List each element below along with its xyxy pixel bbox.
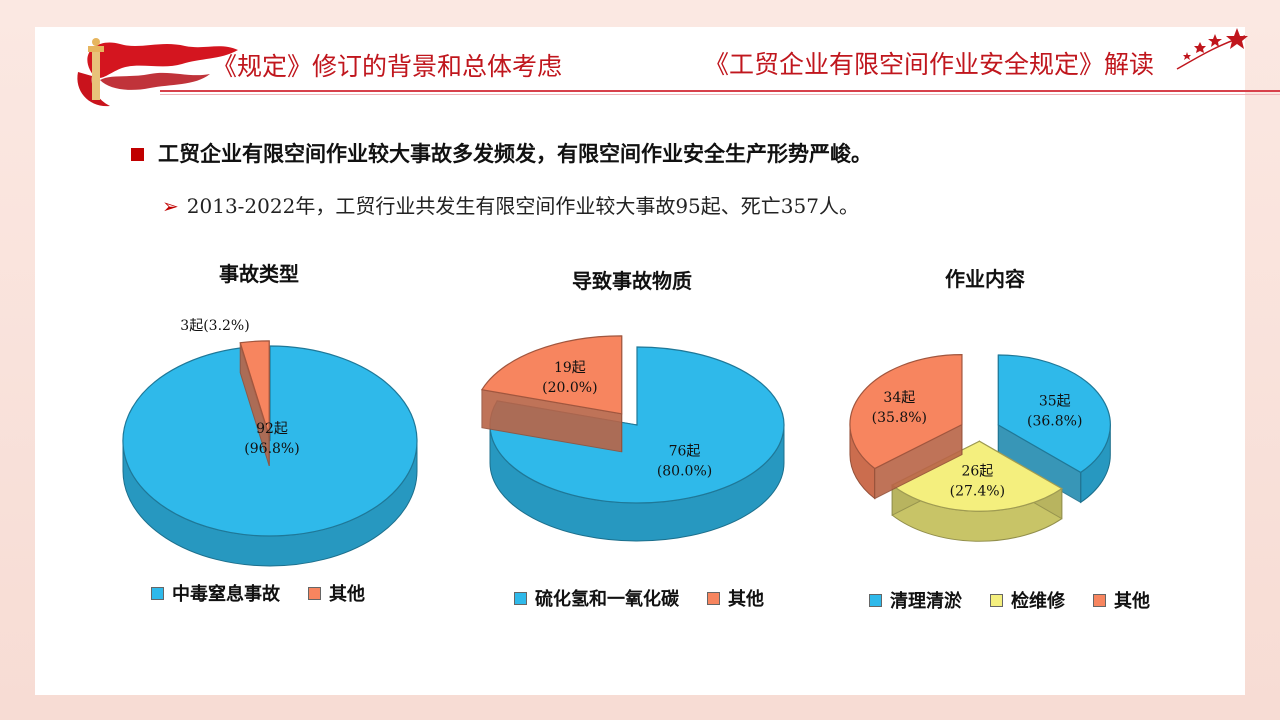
pie-slice-top	[891, 440, 1063, 512]
pie-slice-top	[239, 340, 270, 437]
legend-label: 其他	[728, 589, 764, 610]
data-label-pct: (80.0%)	[657, 464, 712, 480]
pie-slice-top	[480, 335, 623, 415]
data-label-pct: (27.4%)	[950, 484, 1005, 500]
data-label-pct: (96.8%)	[244, 441, 299, 457]
legend-3: 清理清淤 检维修 其他	[869, 587, 1178, 613]
pie-chart-1: 92起 (96.8%) 3起(3.2%)	[122, 318, 418, 567]
pie-slice	[239, 340, 270, 467]
legend-1: 中毒窒息事故 其他	[151, 580, 393, 606]
data-label-pct: (20.0%)	[542, 380, 597, 396]
arrow-bullet-icon: ➢	[162, 194, 179, 218]
legend-label: 其他	[329, 584, 365, 605]
data-label: 19起	[554, 360, 586, 376]
chart-title-1: 事故类型	[219, 262, 299, 286]
legend-item: 其他	[1093, 587, 1150, 613]
stars-decoration-icon	[1176, 28, 1248, 70]
data-label-pct: (35.8%)	[872, 410, 927, 426]
data-label: 92起	[256, 421, 288, 437]
data-label: 35起	[1039, 394, 1071, 410]
chart-title-3: 作业内容	[945, 267, 1025, 291]
sub-bullet: ➢ 2013-2022年，工贸行业共发生有限空间作业较大事故95起、死亡357人。	[162, 190, 859, 219]
data-label: 34起	[883, 390, 915, 406]
data-label: 3起(3.2%)	[180, 318, 249, 334]
header-divider-thin	[160, 94, 1280, 95]
legend-item: 其他	[707, 585, 764, 611]
legend-swatch	[308, 586, 321, 600]
legend-2: 硫化氢和一氧化碳 其他	[514, 585, 792, 611]
legend-label: 检维修	[1011, 591, 1065, 612]
pie-slice	[480, 335, 623, 453]
main-bullet-text: 工贸企业有限空间作业较大事故多发频发，有限空间作业安全生产形势严峻。	[158, 142, 872, 166]
section-title: 《规定》修订的背景和总体考虑	[212, 52, 563, 81]
data-label: 26起	[961, 464, 993, 480]
legend-item: 硫化氢和一氧化碳	[514, 585, 679, 611]
pie-slice-top	[849, 354, 963, 470]
pie-slice	[997, 354, 1111, 504]
data-label-pct: (36.8%)	[1027, 414, 1082, 430]
header-divider	[160, 90, 1280, 92]
legend-label: 中毒窒息事故	[172, 584, 280, 605]
sub-bullet-text: 2013-2022年，工贸行业共发生有限空间作业较大事故95起、死亡357人。	[186, 194, 859, 218]
legend-item: 其他	[308, 580, 365, 606]
pie-chart-2: 76起 (80.0%) 19起 (20.0%)	[480, 335, 785, 542]
pie-slice-top	[489, 346, 785, 504]
flag-emblem-icon	[77, 38, 238, 107]
pie-slice-top	[122, 345, 418, 537]
pie-chart-3: 35起 (36.8%) 26起 (27.4%) 34起 (35.8%)	[849, 354, 1111, 542]
chart-title-2: 导致事故物质	[572, 269, 692, 293]
legend-label: 清理清淤	[890, 591, 962, 612]
pie-slice	[891, 440, 1063, 542]
legend-swatch	[990, 593, 1003, 607]
legend-label: 其他	[1114, 591, 1150, 612]
data-label: 76起	[669, 444, 701, 460]
square-bullet-icon	[131, 148, 144, 161]
main-bullet: 工贸企业有限空间作业较大事故多发频发，有限空间作业安全生产形势严峻。	[131, 138, 872, 168]
legend-swatch	[707, 591, 720, 605]
legend-item: 检维修	[990, 587, 1065, 613]
document-title: 《工贸企业有限空间作业安全规定》解读	[704, 50, 1155, 79]
pie-slice-top	[997, 354, 1111, 474]
pie-slice	[849, 354, 963, 500]
legend-item: 中毒窒息事故	[151, 580, 280, 606]
legend-swatch	[151, 586, 164, 600]
legend-label: 硫化氢和一氧化碳	[535, 589, 679, 610]
legend-item: 清理清淤	[869, 587, 962, 613]
legend-swatch	[869, 593, 882, 607]
legend-swatch	[514, 591, 527, 605]
legend-swatch	[1093, 593, 1106, 607]
